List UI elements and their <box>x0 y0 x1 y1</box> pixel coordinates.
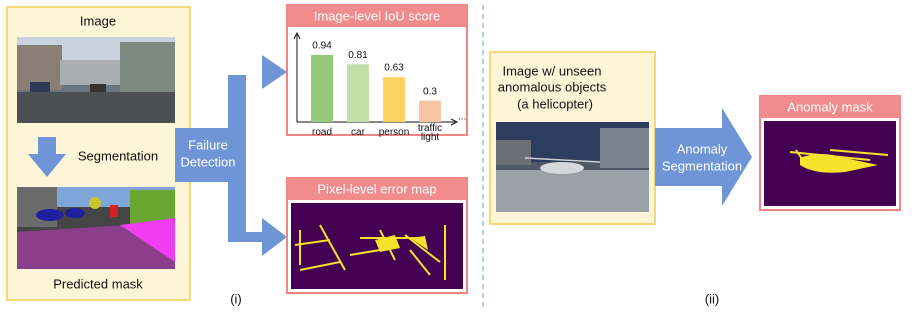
arrow-label: Detection <box>181 154 236 169</box>
street-photo <box>17 37 175 123</box>
bar <box>419 101 441 122</box>
arrow-label: Segmentation <box>662 158 742 173</box>
value-label: 0.3 <box>423 86 437 97</box>
input-text: anomalous objects <box>498 79 607 94</box>
category-label: car <box>351 127 366 138</box>
bar <box>383 77 405 122</box>
value-label: 0.94 <box>312 41 332 52</box>
diagram: Image Segmentation Predicted mask Failur… <box>0 0 918 316</box>
bar <box>311 55 333 122</box>
category-label: person <box>379 127 410 138</box>
value-label: 0.63 <box>384 63 404 74</box>
anomaly-mask-image <box>764 121 896 206</box>
helicopter-photo <box>496 122 649 212</box>
segmentation-mask <box>17 187 175 269</box>
arrow-label: Anomaly <box>677 141 728 156</box>
chart-title: Image-level IoU score <box>314 8 440 23</box>
input-text: Image w/ unseen <box>502 63 601 78</box>
value-label: 0.81 <box>348 50 368 61</box>
panel-caption: Predicted mask <box>53 276 143 291</box>
step-label: Segmentation <box>78 148 158 163</box>
part-label: (ii) <box>705 291 719 306</box>
part-label: (i) <box>230 291 242 306</box>
right-arrow <box>655 108 752 206</box>
arrow-label: Failure <box>188 137 228 152</box>
panel-title: Image <box>80 13 116 28</box>
panel-title: Pixel-level error map <box>317 181 436 196</box>
axis-continuation: ... <box>458 112 466 123</box>
panel-title: Anomaly mask <box>787 99 873 114</box>
error-map <box>291 203 463 289</box>
category-label: road <box>312 127 332 138</box>
bar <box>347 64 369 122</box>
input-text: (a helicopter) <box>517 96 593 111</box>
